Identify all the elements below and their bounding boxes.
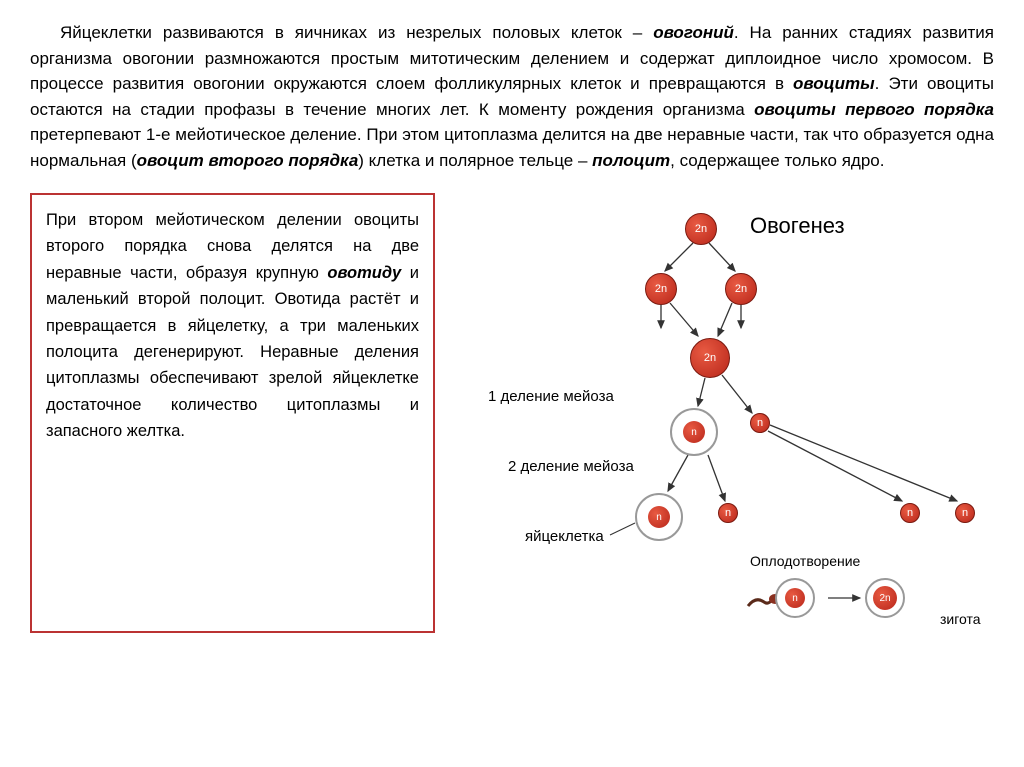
label-meiosis1: 1 деление мейоза [488,388,614,405]
diagram-arrows [450,193,994,633]
p2-t2: и маленький второй полоцит. Овотида раст… [46,264,419,440]
main-paragraph: Яйцеклетки развиваются в яичниках из нез… [30,20,994,173]
p1-t5: ) клетка и полярное тельце – [358,151,592,170]
p1-b2: овоциты [793,74,875,93]
p1-b3: овоциты первого порядка [754,100,994,119]
cell-big2n: 2n [690,338,730,378]
cell-fertN: n [775,578,815,618]
p1-t6: , содержащее только ядро. [670,151,884,170]
cell-polar2b: n [900,503,920,523]
cell-bigN: n [670,408,718,456]
diagram-title: Овогенез [750,213,845,239]
label-meiosis2: 2 деление мейоза [508,458,634,475]
cell-polar2c: n [955,503,975,523]
cell-l2b: 2n [725,273,757,305]
cell-polar2a: n [718,503,738,523]
label-egg: яйцеклетка [525,528,604,545]
oogenesis-diagram: Овогенез 1 деление мейоза 2 деление мейо… [450,193,994,633]
p2-b1: овотиду [327,264,401,282]
cell-top: 2n [685,213,717,245]
text-box: При втором мейотическом делении овоциты … [30,193,435,633]
cell-l2a: 2n [645,273,677,305]
cell-egg: n [635,493,683,541]
cell-polar1: n [750,413,770,433]
p1-t1: Яйцеклетки развиваются в яичниках из нез… [60,23,653,42]
lower-section: При втором мейотическом делении овоциты … [30,193,994,633]
label-fertilization: Оплодотворение [750,553,860,569]
p1-b4: овоцит второго порядка [137,151,359,170]
cell-zygote: 2n [865,578,905,618]
p1-b5: полоцит [592,151,670,170]
p1-b1: овогоний [653,23,734,42]
label-zygote: зигота [940,611,981,627]
